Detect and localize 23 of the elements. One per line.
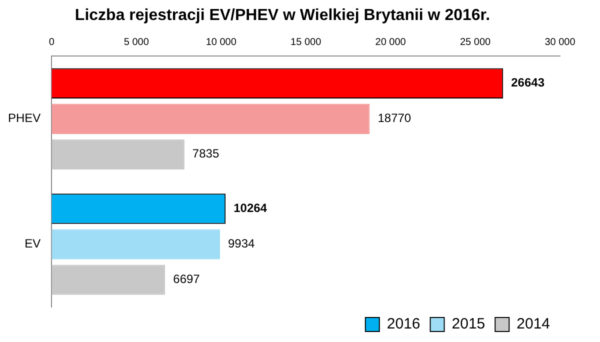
bar xyxy=(52,229,220,260)
x-tick-label: 30 000 xyxy=(544,36,576,48)
y-tick-label: EV xyxy=(24,236,41,251)
bar xyxy=(52,264,166,295)
legend-label: 2015 xyxy=(452,316,486,333)
data-label: 9934 xyxy=(228,236,256,251)
legend-label: 2014 xyxy=(516,316,550,333)
bar xyxy=(52,139,184,170)
x-tick-label: 5 000 xyxy=(124,36,150,48)
data-label: 10264 xyxy=(234,201,268,216)
chart-title: Liczba rejestracji EV/PHEV w Wielkiej Brytanii w 2016r. xyxy=(74,7,490,24)
x-tick-label: 0 xyxy=(48,36,55,48)
data-label: 18770 xyxy=(378,111,412,126)
legend-label: 2016 xyxy=(386,316,420,333)
data-label: 26643 xyxy=(511,76,545,90)
y-tick-label: PHEV xyxy=(8,111,41,126)
x-tick-label: 15 000 xyxy=(290,36,322,48)
x-tick-label: 25 000 xyxy=(460,36,492,48)
x-tick-label: 20 000 xyxy=(375,36,406,48)
data-label: 7835 xyxy=(192,146,220,161)
data-label: 6697 xyxy=(173,272,200,286)
x-tick-label: 10 000 xyxy=(206,36,237,48)
bar xyxy=(52,104,370,134)
